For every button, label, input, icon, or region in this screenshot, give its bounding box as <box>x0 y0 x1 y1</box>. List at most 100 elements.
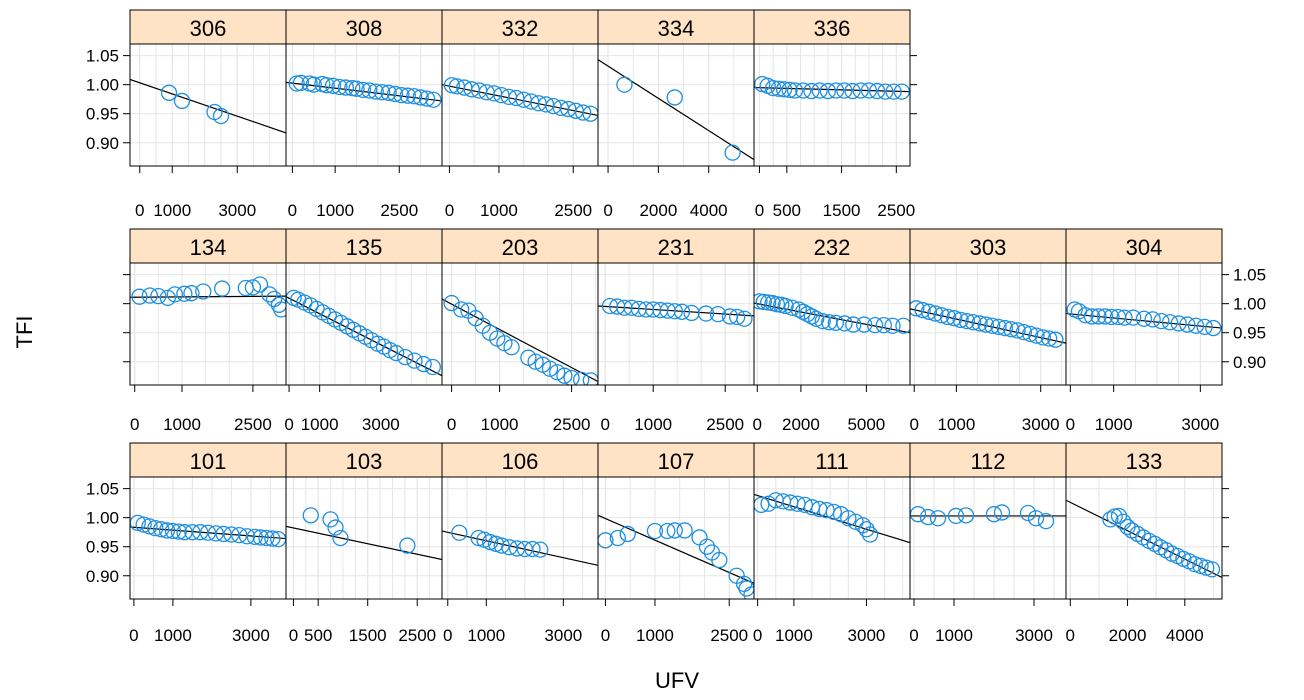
x-tick-label: 0 <box>753 626 762 645</box>
panel-334: 334 0 2000 4000 <box>597 9 755 220</box>
data-point <box>1047 331 1064 348</box>
data-point <box>563 369 580 385</box>
data-point <box>493 537 510 554</box>
data-point <box>803 308 820 325</box>
data-point <box>754 496 770 514</box>
data-point <box>919 508 937 526</box>
points <box>451 524 549 558</box>
data-point <box>453 301 470 318</box>
y-tick-label: 1.05 <box>86 47 119 66</box>
x-tick-label: 2500 <box>554 201 592 220</box>
data-point <box>207 525 224 542</box>
y-axis-label: TFI <box>12 316 37 349</box>
points <box>302 507 416 554</box>
panel-strip <box>909 228 1067 264</box>
panel-frame <box>1065 262 1223 386</box>
data-point <box>166 286 184 303</box>
data-point <box>790 301 807 318</box>
data-point <box>866 317 884 334</box>
panel-strip <box>753 442 911 478</box>
data-point <box>885 83 902 100</box>
x-tick-label: 4000 <box>1166 626 1204 645</box>
panel-grid: 306 0 1000 3000 0.90 0.95 1.00 1.05 308 0 1000 2500… <box>86 9 1266 645</box>
data-point <box>861 526 879 543</box>
x-tick-label: 2500 <box>380 201 418 220</box>
panel-strip <box>129 9 287 45</box>
panel-strip-label: 133 <box>1126 449 1163 474</box>
data-point <box>1022 325 1039 343</box>
data-point <box>1090 308 1107 325</box>
data-point <box>770 80 787 97</box>
panel-strip <box>597 442 755 478</box>
data-point <box>141 518 158 535</box>
data-point <box>131 288 148 305</box>
data-point <box>784 299 801 316</box>
regression-line <box>910 308 1066 344</box>
points <box>160 84 230 125</box>
y-tick-label: 0.95 <box>1233 324 1266 343</box>
data-point <box>393 86 410 104</box>
panel-strip-label: 303 <box>970 235 1007 260</box>
gridlines <box>910 263 1066 385</box>
points <box>910 504 1055 530</box>
panel-frame <box>129 262 287 386</box>
y-tick-label: 0.90 <box>86 567 119 586</box>
data-point <box>158 522 176 539</box>
data-point <box>825 503 842 521</box>
data-point <box>147 519 164 537</box>
x-tick-label: 0 <box>1066 626 1075 645</box>
x-tick-label: 0 <box>135 201 144 220</box>
data-point <box>676 522 693 539</box>
x-tick-label: 1000 <box>301 415 339 434</box>
x-tick-label: 1000 <box>467 626 505 645</box>
x-tick-label: 0 <box>129 626 138 645</box>
x-tick-label: 5000 <box>847 415 885 434</box>
data-point <box>199 524 217 541</box>
data-point <box>354 81 372 99</box>
panel-strip-label: 107 <box>658 449 695 474</box>
data-point <box>760 294 777 311</box>
data-point <box>781 81 798 99</box>
panel-strip-label: 334 <box>658 16 695 41</box>
data-point <box>273 301 286 318</box>
x-tick-label: 2500 <box>877 201 915 220</box>
panel-strip <box>285 228 443 264</box>
x-tick-label: 0 <box>445 201 454 220</box>
panel-strip-label: 112 <box>970 449 1005 474</box>
data-point <box>503 339 520 356</box>
y-tick-label: 0.95 <box>86 105 119 124</box>
data-point <box>183 285 200 302</box>
x-tick-label: 2500 <box>553 415 591 434</box>
y-tick-label: 1.05 <box>1233 266 1266 285</box>
x-tick-label: 1000 <box>481 415 519 434</box>
data-point <box>977 316 995 333</box>
data-point <box>305 76 322 93</box>
x-tick-label: 0 <box>284 415 293 434</box>
panel-strip-label: 336 <box>814 16 851 41</box>
panel-134: 134 0 1000 2500 <box>123 228 287 434</box>
data-point <box>1116 309 1133 326</box>
data-point <box>527 353 544 370</box>
panel-frame <box>753 476 911 600</box>
x-tick-label: 1000 <box>480 201 518 220</box>
data-point <box>215 525 232 543</box>
data-point <box>556 367 573 384</box>
data-point <box>666 522 683 539</box>
data-point <box>803 82 820 100</box>
data-point <box>616 76 633 93</box>
x-tick-label: 3000 <box>544 626 582 645</box>
gridlines <box>754 477 910 599</box>
points <box>443 77 598 122</box>
panel-frame <box>129 43 287 167</box>
gridlines <box>754 263 911 385</box>
y-tick-label: 0.90 <box>86 134 119 153</box>
data-point <box>927 305 944 322</box>
data-point <box>164 522 182 540</box>
panel-231: 231 0 1000 2500 <box>597 228 755 434</box>
data-point <box>418 90 436 107</box>
panel-strip-label: 232 <box>814 235 851 260</box>
data-point <box>1196 318 1213 336</box>
data-point <box>683 304 700 322</box>
data-point <box>910 506 927 523</box>
regression-line <box>598 59 754 161</box>
